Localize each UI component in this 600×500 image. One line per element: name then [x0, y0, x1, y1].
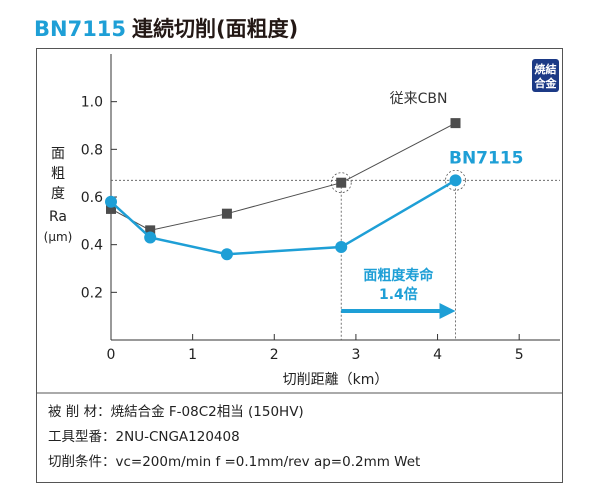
- chart-axes: 0 1 2 3 4 5 0.2 0.4 0.6 0.8 1.0 切削距離（km） 面粗度 Ra (μm): [36, 54, 563, 394]
- y-axis-label-part: 粗: [51, 166, 65, 182]
- data-point-bn7115: [105, 195, 117, 208]
- annotation-layer: 従来CBN BN7115 面粗度寿命 1.4倍: [341, 91, 524, 319]
- series-line-0: [110, 122, 456, 231]
- data-point-conventional: [450, 118, 461, 129]
- badge-text-line1: 焼結: [535, 62, 557, 76]
- series-label-bn7115: BN7115: [449, 148, 524, 168]
- condition-workpiece: 被 削 材：焼結合金 F-08C2相当 (150HV): [48, 404, 304, 420]
- life-annotation-line2: 1.4倍: [379, 286, 418, 303]
- x-tick-label: 2: [270, 347, 279, 363]
- x-tick-label: 1: [188, 347, 197, 363]
- title-product-name: BN7115: [34, 17, 127, 41]
- chart-frame: [36, 48, 563, 483]
- reference-lines: [111, 169, 560, 340]
- y-tick-label: 0.2: [81, 285, 103, 301]
- condition-cutting: 切削条件：vc=200m/min f =0.1mm/rev ap=0.2mm W…: [48, 454, 421, 470]
- data-point-bn7115: [144, 231, 157, 244]
- y-tick-label: 1.0: [81, 95, 103, 111]
- data-point-bn7115: [220, 248, 233, 261]
- data-point-bn7115: [335, 241, 348, 254]
- y-axis-label-part: 面: [51, 146, 65, 162]
- life-arrow-head: [439, 303, 456, 319]
- y-axis-label-part: 度: [51, 186, 65, 202]
- series-layer: [105, 118, 462, 261]
- x-tick-label: 4: [433, 347, 442, 363]
- badge-background: [532, 59, 559, 92]
- page-title: BN7115 連続切削(面粗度): [34, 14, 298, 44]
- series-line-1: [110, 179, 457, 256]
- test-conditions: 被 削 材：焼結合金 F-08C2相当 (150HV) 工具型番：2NU-CNG…: [48, 400, 420, 475]
- sintered-alloy-badge: 焼結 合金: [532, 59, 559, 92]
- condition-value: 2NU-CNGA120408: [115, 429, 240, 445]
- data-point-bn7115: [449, 174, 462, 187]
- x-tick-label: 0: [107, 347, 116, 363]
- data-point-conventional: [221, 208, 232, 219]
- data-point-conventional: [106, 203, 116, 214]
- condition-tool: 工具型番：2NU-CNGA120408: [48, 429, 240, 445]
- badge-text-line2: 合金: [535, 76, 558, 90]
- x-tick-label: 3: [351, 347, 360, 363]
- data-point-conventional: [145, 225, 156, 236]
- condition-label: 切削条件: [48, 454, 102, 470]
- highlight-circle-conventional: [330, 172, 352, 194]
- condition-value: vc=200m/min f =0.1mm/rev ap=0.2mm Wet: [115, 454, 421, 470]
- y-axis-label-part: Ra: [49, 209, 67, 225]
- title-subject: 連続切削(面粗度): [132, 17, 299, 41]
- y-axis-label-part: (μm): [44, 230, 73, 244]
- highlight-circle-bn7115: [445, 169, 466, 191]
- y-tick-label: 0.4: [81, 238, 103, 254]
- life-annotation-line1: 面粗度寿命: [363, 267, 434, 284]
- x-axis-label: 切削距離（km）: [283, 371, 389, 388]
- data-point-conventional: [336, 177, 347, 188]
- condition-value: 焼結合金 F-08C2相当 (150HV): [110, 404, 304, 420]
- condition-label: 工具型番: [48, 429, 102, 445]
- y-axis-label: 面粗度 Ra (μm): [44, 146, 73, 244]
- y-tick-label: 0.6: [81, 190, 103, 206]
- x-tick-label: 5: [515, 347, 524, 363]
- y-tick-label: 0.8: [81, 142, 103, 158]
- condition-label: 被 削 材: [48, 404, 98, 420]
- series-label-conventional: 従来CBN: [390, 91, 448, 107]
